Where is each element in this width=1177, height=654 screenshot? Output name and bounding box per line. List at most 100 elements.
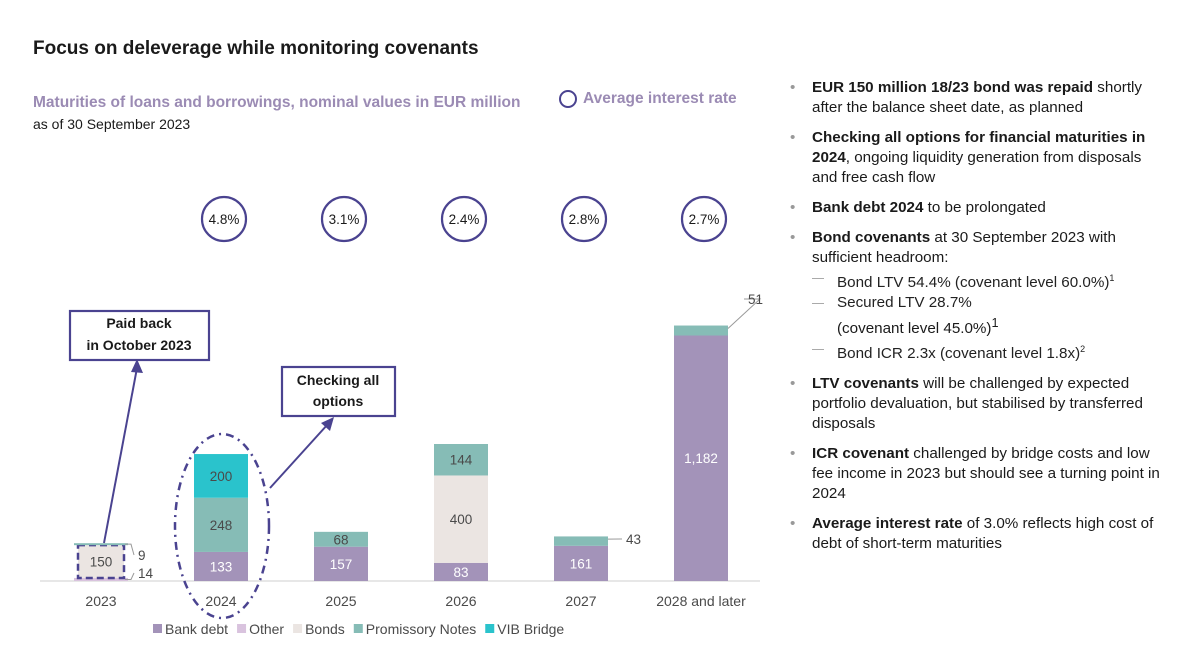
avg-rate-circle — [440, 195, 488, 243]
data-label: 83 — [453, 565, 468, 580]
arrow-head — [321, 417, 334, 431]
bar-segment — [74, 543, 128, 546]
avg-rate-label: 3.1% — [329, 212, 360, 227]
legend-label: Bonds — [305, 621, 345, 637]
avg-rate-circle — [200, 195, 248, 243]
annotation-text: Checking all — [297, 372, 379, 388]
bullet-text: at 30 September 2023 with sufficient hea… — [812, 229, 1116, 266]
bar-segment — [314, 546, 368, 581]
legend-swatch — [293, 624, 303, 633]
avg-rate-label: 4.8% — [209, 212, 240, 227]
bullet-item: ICR covenant challenged by bridge costs … — [790, 444, 1160, 504]
data-label-callout: 43 — [626, 532, 641, 547]
bullet-bold: LTV covenants — [812, 375, 919, 393]
sub-bullet: Bond ICR 2.3x (covenant level 1.8x)2 — [812, 339, 1160, 364]
sub-bullet: Bond LTV 54.4% (covenant level 60.0%)1 — [812, 268, 1160, 293]
annotation-arrow — [103, 367, 138, 544]
bullet-bold: Average interest rate — [812, 515, 963, 533]
avg-rate-label: 2.8% — [569, 212, 600, 227]
highlight-ellipse — [173, 432, 271, 620]
sub-bullet-text: Bond LTV 54.4% (covenant level 60.0%) — [837, 274, 1110, 292]
bullet-item: EUR 150 million 18/23 bond was repaid sh… — [790, 78, 1160, 118]
bar-segment — [194, 497, 248, 552]
legend-label: Other — [249, 621, 284, 637]
x-tick-label: 2028 and later — [656, 593, 746, 609]
legend-label: Promissory Notes — [366, 621, 476, 637]
x-tick-label: 2025 — [325, 593, 356, 609]
maturities-chart: 2023 2024 2025 2026 2027 2028 and later 150 9 14… — [40, 195, 763, 637]
bar-segment — [434, 562, 488, 581]
data-label: 400 — [450, 512, 473, 527]
bullet-bold: Bond covenants — [812, 229, 931, 246]
avg-rate-circle — [680, 195, 728, 243]
legend-label: Bank debt — [165, 621, 228, 637]
sub-bullet: Secured LTV 28.7% — [812, 293, 1160, 313]
bullet-list: EUR 150 million 18/23 bond was repaid sh… — [790, 78, 1160, 564]
avg-rate-legend-label: Average interest rate — [583, 90, 737, 107]
sub-bullet-text: Secured LTV 28.7% — [837, 294, 972, 312]
bullet-item: Checking all options for financial matur… — [790, 128, 1160, 188]
legend-label: VIB Bridge — [497, 621, 564, 637]
page-title: Focus on deleverage while monitoring cov… — [33, 38, 479, 59]
bar-segment — [554, 545, 608, 581]
bullet-text: will be challenged by expected portfolio… — [812, 375, 1143, 433]
bullet-text: of 3.0% reflects high cost of debt of sh… — [812, 515, 1154, 553]
bullet-text: to be prolongated — [923, 199, 1046, 216]
footnote-marker: 1 — [1109, 273, 1115, 283]
data-label-callout: 51 — [748, 292, 763, 307]
data-label: 248 — [210, 518, 233, 533]
bullet-text: , ongoing liquidity generation from disp… — [812, 149, 1142, 186]
x-tick-label: 2026 — [445, 593, 476, 609]
legend-swatch — [153, 624, 162, 633]
legend-swatch — [485, 624, 495, 633]
annotation-text: options — [313, 393, 364, 409]
bullet-bold: EUR 150 million 18/23 bond was repaid — [812, 79, 1094, 96]
data-label: 1,182 — [684, 451, 718, 466]
data-label: 144 — [450, 453, 473, 468]
avg-rate-label: 2.7% — [689, 212, 720, 227]
bullet-bold: Bank debt 2024 — [812, 199, 924, 216]
bullet-item: Bond covenants at 30 September 2023 with… — [790, 228, 1160, 364]
data-label: 150 — [90, 555, 113, 570]
ring-icon — [559, 90, 577, 108]
legend-swatch — [237, 624, 247, 633]
bullet-item: Bank debt 2024 to be prolongated — [790, 198, 1160, 218]
x-tick-label: 2024 — [205, 593, 236, 609]
data-label: 200 — [210, 469, 233, 484]
bullet-item: Average interest rate of 3.0% reflects h… — [790, 514, 1160, 554]
bar-segment — [434, 475, 488, 563]
callout-line — [125, 572, 135, 580]
bullet-text: shortly after the balance sheet date, as… — [812, 79, 1143, 116]
data-label-callout: 14 — [138, 566, 154, 581]
callout-line — [125, 543, 135, 556]
bar-segment — [194, 454, 248, 498]
data-label: 68 — [333, 532, 348, 547]
avg-rate-label: 2.4% — [449, 212, 480, 227]
bar-segment — [674, 335, 728, 581]
annotation-arrow — [269, 423, 329, 489]
chart-subtitle: Maturities of loans and borrowings, nomi… — [33, 94, 521, 111]
annotation-box — [280, 365, 397, 418]
data-label: 157 — [330, 557, 353, 572]
sub-bullet-text: (covenant level 45.0%) — [837, 320, 992, 338]
bullet-item: LTV covenants will be challenged by expe… — [790, 374, 1160, 434]
x-tick-label: 2023 — [85, 593, 116, 609]
x-tick-label: 2027 — [565, 593, 596, 609]
bar-segment — [554, 536, 608, 546]
bar-segment — [674, 325, 728, 336]
bar-segment — [434, 444, 488, 476]
sub-bullet: (covenant level 45.0%)1 — [812, 313, 1160, 339]
annotation-text: Paid back — [106, 315, 172, 331]
arrow-head — [131, 359, 143, 373]
footnote-marker: 1 — [991, 316, 999, 331]
sub-bullet-text: Bond ICR 2.3x (covenant level 1.8x) — [837, 345, 1081, 363]
data-label: 161 — [570, 556, 593, 571]
as-of-date: as of 30 September 2023 — [33, 116, 191, 132]
avg-rate-circle — [560, 195, 608, 243]
bullet-bold: Checking all options for financial matur… — [812, 129, 1146, 166]
avg-rate-circle — [320, 195, 368, 243]
avg-rate-legend: Average interest rate — [559, 90, 737, 108]
bar-segment — [314, 531, 368, 547]
callout-line — [727, 298, 762, 329]
bullet-text: challenged by bridge costs and low fee i… — [812, 445, 1160, 503]
